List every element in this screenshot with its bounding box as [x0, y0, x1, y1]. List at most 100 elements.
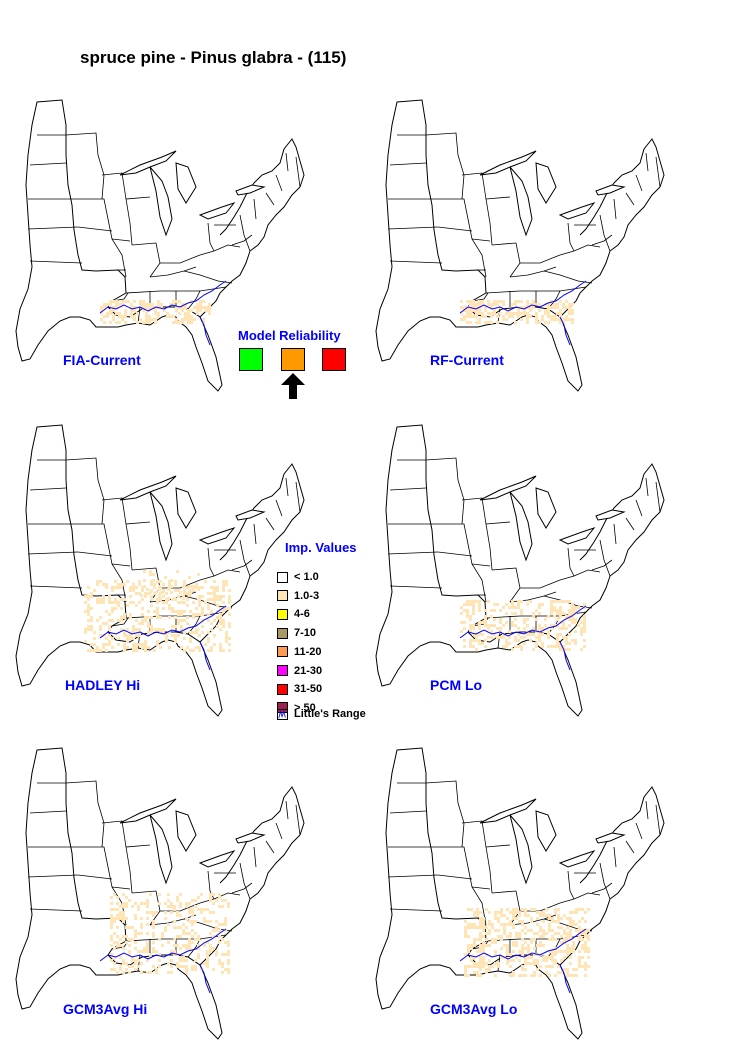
importance-cell [219, 649, 222, 652]
importance-cell [183, 637, 186, 640]
importance-cell [496, 627, 499, 630]
importance-cell [500, 911, 503, 914]
importance-cell [538, 624, 541, 627]
importance-cell [213, 598, 216, 601]
importance-cell [559, 615, 562, 618]
importance-cell [102, 643, 105, 646]
importance-cell [153, 628, 156, 631]
importance-cell [517, 633, 520, 636]
importance-cell [569, 911, 572, 914]
importance-cell [209, 896, 212, 899]
importance-cell [490, 321, 493, 324]
importance-cell [584, 962, 587, 965]
importance-cell [559, 612, 562, 615]
importance-cell [548, 938, 551, 941]
importance-cell [205, 306, 208, 309]
importance-cell [183, 649, 186, 652]
importance-cell [219, 613, 222, 616]
importance-cell [110, 908, 113, 911]
state-border [295, 156, 301, 188]
state-border [29, 810, 67, 814]
importance-cell [152, 965, 155, 968]
importance-cell [140, 926, 143, 929]
importance-cell [575, 911, 578, 914]
importance-cell [131, 905, 134, 908]
importance-cell [110, 917, 113, 920]
importance-cell [548, 929, 551, 932]
importance-cell [526, 312, 529, 315]
importance-cell [93, 643, 96, 646]
importance-cell [559, 312, 562, 315]
importance-cell [198, 634, 201, 637]
importance-cell [215, 929, 218, 932]
importance-cell [535, 315, 538, 318]
importance-cell [158, 965, 161, 968]
importance-cell [518, 935, 521, 938]
importance-cell [581, 932, 584, 935]
importance-cell [102, 598, 105, 601]
importance-cell [124, 321, 127, 324]
importance-cell [542, 935, 545, 938]
great-lake [149, 491, 173, 562]
importance-cell [566, 950, 569, 953]
importance-cell [139, 300, 142, 303]
importance-cell [473, 965, 476, 968]
importance-cell [488, 920, 491, 923]
importance-cell [475, 315, 478, 318]
importance-cell [476, 965, 479, 968]
importance-cell [154, 321, 157, 324]
importance-cell [145, 321, 148, 324]
importance-cell [177, 601, 180, 604]
importance-cell [539, 929, 542, 932]
importance-cell [194, 968, 197, 971]
importance-cell [204, 601, 207, 604]
importance-cell [146, 959, 149, 962]
importance-cell [228, 649, 231, 652]
importance-cell [227, 902, 230, 905]
importance-cell [479, 920, 482, 923]
importance-cell [170, 579, 173, 582]
importance-cell [494, 911, 497, 914]
importance-cell [548, 950, 551, 953]
importance-cell [215, 953, 218, 956]
page-title: spruce pine - Pinus glabra - (115) [80, 48, 347, 67]
importance-cell [182, 929, 185, 932]
us-east-map [15, 424, 305, 717]
importance-cell [93, 649, 96, 652]
importance-cell [475, 303, 478, 306]
importance-cell [138, 583, 141, 586]
importance-cell [222, 589, 225, 592]
importance-cell [469, 303, 472, 306]
importance-cell [84, 640, 87, 643]
importance-cell [523, 618, 526, 621]
importance-cell [550, 318, 553, 321]
importance-cell [138, 601, 141, 604]
importance-cell [509, 920, 512, 923]
importance-cell [191, 920, 194, 923]
importance-cell [575, 929, 578, 932]
importance-cell [542, 944, 545, 947]
map-panel-pcm-lo: PCM Lo [360, 420, 710, 730]
importance-cell [210, 622, 213, 625]
importance-cell [228, 643, 231, 646]
importance-cell [478, 639, 481, 642]
importance-cell [581, 908, 584, 911]
importance-cell [105, 610, 108, 613]
importance-cell [172, 303, 175, 306]
importance-cell [550, 600, 553, 603]
importance-cell [218, 923, 221, 926]
importance-cell [500, 938, 503, 941]
importance-cell [520, 312, 523, 315]
importance-cell [212, 902, 215, 905]
importance-cell [502, 606, 505, 609]
state-border [389, 908, 443, 912]
state-border [231, 559, 253, 571]
importance-cell [176, 570, 179, 573]
importance-cell [478, 627, 481, 630]
importance-cell [157, 300, 160, 303]
great-lake [235, 509, 266, 521]
state-border [520, 244, 601, 264]
importance-cell [566, 935, 569, 938]
importance-cell [464, 971, 467, 974]
importance-cell [580, 633, 583, 636]
